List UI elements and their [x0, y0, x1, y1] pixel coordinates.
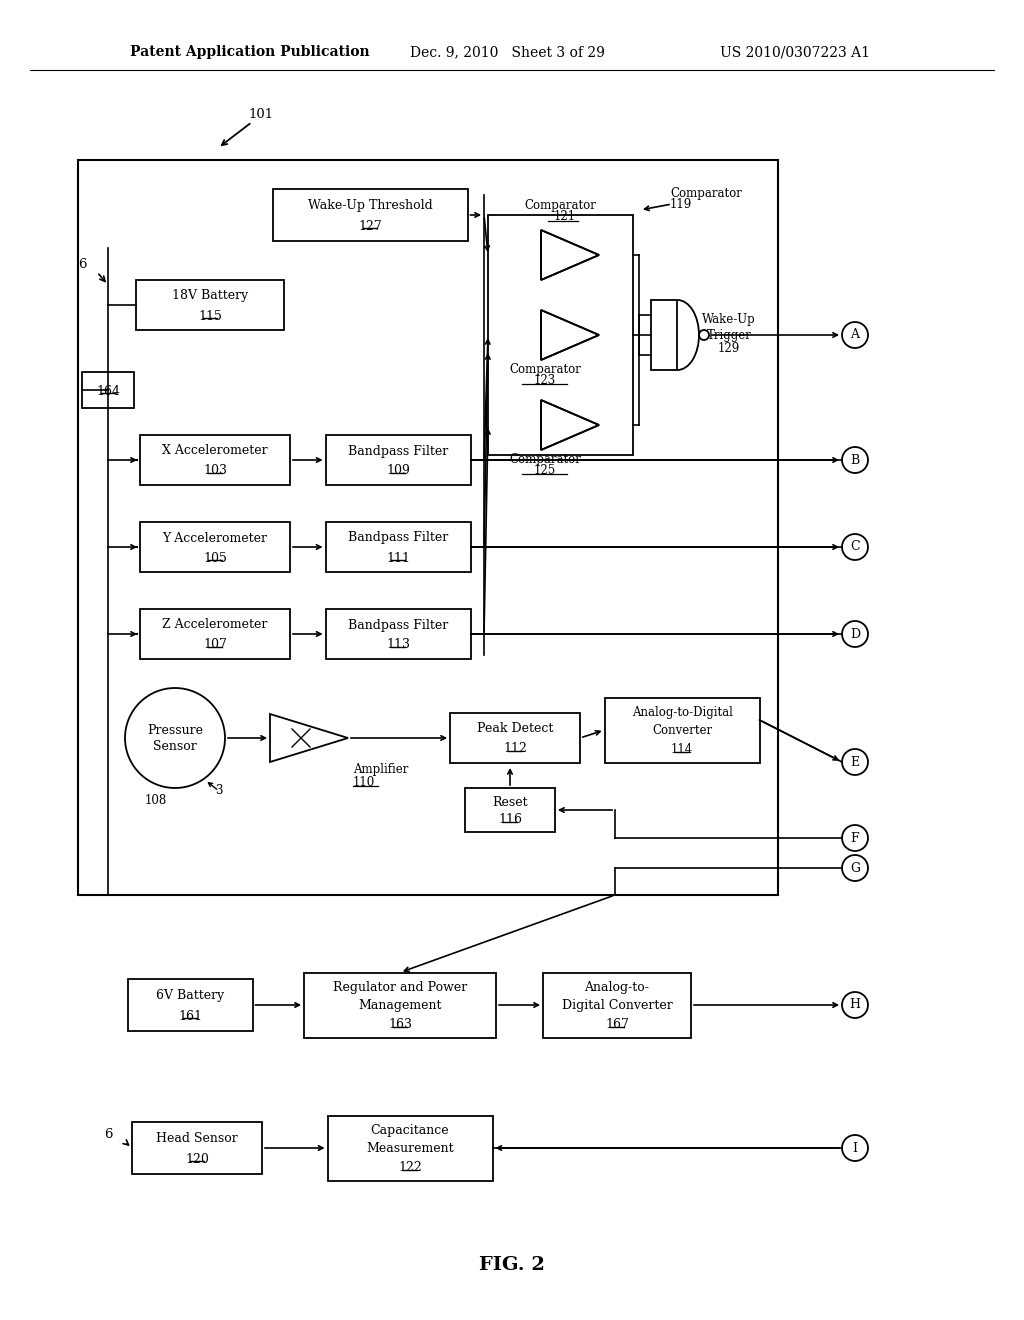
Text: Comparator: Comparator: [509, 453, 581, 466]
Text: FIG. 2: FIG. 2: [479, 1257, 545, 1274]
Bar: [326, 521, 470, 572]
Bar: [465, 788, 555, 832]
Text: Analog-to-: Analog-to-: [585, 981, 649, 994]
Bar: [604, 697, 760, 763]
Text: Y Accelerometer: Y Accelerometer: [163, 532, 267, 544]
Text: Analog-to-Digital: Analog-to-Digital: [632, 706, 732, 719]
Bar: [140, 436, 290, 484]
Text: 105: 105: [203, 552, 227, 565]
Text: Sensor: Sensor: [154, 739, 197, 752]
Text: E: E: [851, 755, 859, 768]
Text: 112: 112: [503, 742, 527, 755]
Text: 164: 164: [96, 384, 120, 397]
Text: Bandpass Filter: Bandpass Filter: [348, 445, 449, 458]
Text: 115: 115: [198, 309, 222, 322]
Bar: [272, 189, 468, 242]
Text: Measurement: Measurement: [367, 1142, 454, 1155]
Text: 101: 101: [248, 108, 273, 121]
Text: Dec. 9, 2010   Sheet 3 of 29: Dec. 9, 2010 Sheet 3 of 29: [410, 45, 605, 59]
Text: 6: 6: [103, 1129, 113, 1142]
Bar: [326, 609, 470, 659]
Text: D: D: [850, 627, 860, 640]
Bar: [450, 713, 580, 763]
Bar: [82, 372, 134, 408]
Text: I: I: [853, 1142, 857, 1155]
Text: Trigger: Trigger: [707, 329, 752, 342]
Bar: [543, 973, 691, 1038]
Text: 125: 125: [534, 463, 556, 477]
Text: 161: 161: [178, 1010, 202, 1023]
Text: C: C: [850, 540, 860, 553]
Text: Wake-Up Threshold: Wake-Up Threshold: [307, 199, 432, 213]
Bar: [304, 973, 496, 1038]
Text: Capacitance: Capacitance: [371, 1123, 450, 1137]
Text: 116: 116: [498, 813, 522, 826]
Text: 109: 109: [386, 465, 410, 478]
Text: 119: 119: [670, 198, 692, 210]
Text: Reset: Reset: [493, 796, 527, 809]
Text: H: H: [850, 998, 860, 1011]
Text: 110: 110: [353, 776, 375, 788]
Text: Amplifier: Amplifier: [353, 763, 409, 776]
Text: 108: 108: [145, 793, 167, 807]
Bar: [128, 979, 253, 1031]
Text: US 2010/0307223 A1: US 2010/0307223 A1: [720, 45, 870, 59]
Bar: [651, 300, 678, 370]
Text: Regulator and Power: Regulator and Power: [333, 981, 467, 994]
Text: F: F: [851, 832, 859, 845]
Bar: [140, 521, 290, 572]
Text: Comparator: Comparator: [670, 186, 741, 199]
Text: Wake-Up: Wake-Up: [702, 314, 756, 326]
Text: 114: 114: [671, 743, 693, 756]
Bar: [328, 1115, 493, 1180]
Text: 113: 113: [386, 639, 410, 652]
Bar: [140, 609, 290, 659]
Text: 3: 3: [215, 784, 222, 796]
Text: Comparator: Comparator: [509, 363, 581, 375]
Text: Digital Converter: Digital Converter: [561, 999, 673, 1012]
Text: Head Sensor: Head Sensor: [156, 1133, 238, 1146]
Text: 129: 129: [718, 342, 740, 355]
Text: Peak Detect: Peak Detect: [477, 722, 553, 735]
Text: X Accelerometer: X Accelerometer: [162, 445, 268, 458]
Text: Patent Application Publication: Patent Application Publication: [130, 45, 370, 59]
Text: 163: 163: [388, 1018, 412, 1031]
Text: Pressure: Pressure: [147, 723, 203, 737]
Bar: [136, 280, 284, 330]
Bar: [326, 436, 470, 484]
Text: Bandpass Filter: Bandpass Filter: [348, 619, 449, 631]
Text: 122: 122: [398, 1162, 422, 1173]
Text: 123: 123: [534, 374, 556, 387]
Text: 167: 167: [605, 1018, 629, 1031]
Bar: [488, 215, 633, 455]
Text: B: B: [850, 454, 859, 466]
Bar: [78, 160, 778, 895]
Text: 6V Battery: 6V Battery: [156, 989, 224, 1002]
Text: Comparator: Comparator: [524, 198, 596, 211]
Text: 107: 107: [203, 639, 227, 652]
Text: 121: 121: [554, 210, 577, 223]
Text: 120: 120: [185, 1152, 209, 1166]
Text: G: G: [850, 862, 860, 874]
Text: Management: Management: [358, 999, 441, 1012]
Bar: [132, 1122, 262, 1173]
Text: 6: 6: [78, 259, 86, 272]
Text: Z Accelerometer: Z Accelerometer: [163, 619, 267, 631]
Text: 127: 127: [358, 220, 382, 232]
Text: A: A: [851, 329, 859, 342]
Text: 111: 111: [386, 552, 410, 565]
Text: 103: 103: [203, 465, 227, 478]
Text: 18V Battery: 18V Battery: [172, 289, 248, 302]
Text: Converter: Converter: [652, 725, 712, 738]
Text: Bandpass Filter: Bandpass Filter: [348, 532, 449, 544]
